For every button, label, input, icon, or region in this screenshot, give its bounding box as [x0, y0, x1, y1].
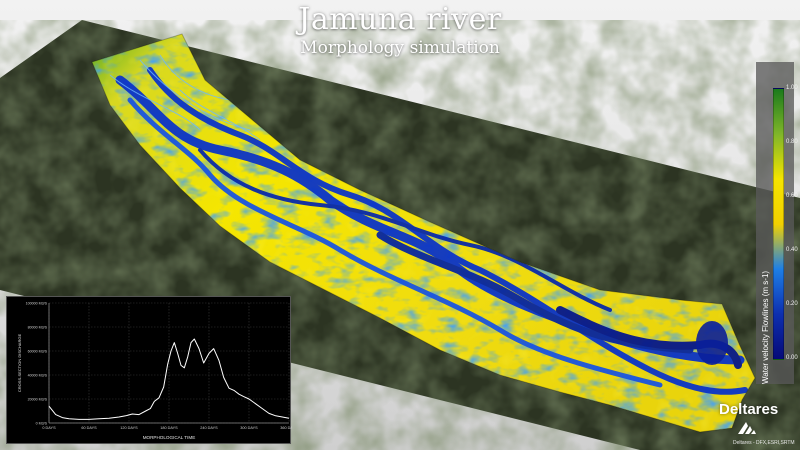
data-credit: Deltares - DFX,ESRI,SRTM — [733, 440, 795, 446]
chart-y-tick-label: 60000 M3/S — [28, 350, 48, 354]
legend-tick: 1.00 — [786, 85, 798, 91]
chart-x-tick-label: 120 DAYS — [120, 426, 138, 430]
page-subtitle: Morphology simulation — [300, 38, 500, 58]
chart-y-axis-label: CROSS-SECTION DISCHARGE — [17, 334, 22, 393]
chart-x-tick-label: 360 DAYS — [280, 426, 292, 430]
chart-y-tick-label: 20000 M3/S — [28, 398, 48, 402]
legend-tick: 0.60 — [786, 193, 798, 199]
chart-y-tick-label: 0 M3/S — [36, 422, 48, 426]
velocity-legend: 1.00 0.80 0.60 0.40 0.20 0.00 — [756, 62, 798, 384]
brand-logo-text: Deltares — [719, 401, 779, 418]
chart-x-tick-label: 0 DAYS — [42, 426, 56, 430]
legend-color-bar — [773, 88, 784, 360]
legend-axis-label: Water velocity Flowlines (m s-1) — [761, 270, 770, 384]
chart-series-line — [48, 338, 290, 420]
chart-y-tick-label: 100000 M3/S — [26, 302, 48, 306]
discharge-chart-panel: 0 M3/S 20000 M3/S 40000 M3/S 60000 M3/S 8000… — [6, 296, 292, 444]
deltares-logo-icon — [738, 422, 756, 434]
chart-x-axis-label: MORPHOLOGICAL TIME — [143, 435, 196, 440]
legend-tick: 0.40 — [786, 247, 798, 253]
chart-x-tick-label: 300 DAYS — [240, 426, 258, 430]
discharge-chart: 0 M3/S 20000 M3/S 40000 M3/S 60000 M3/S 8000… — [17, 302, 292, 441]
legend-tick: 0.20 — [786, 301, 798, 307]
legend-tick: 0.00 — [786, 355, 798, 361]
chart-x-tick-label: 240 DAYS — [200, 426, 218, 430]
chart-x-tick-label: 60 DAYS — [81, 426, 97, 430]
legend-tick: 0.80 — [786, 139, 798, 145]
chart-y-tick-label: 80000 M3/S — [28, 326, 48, 330]
page-title: Jamuna river — [298, 2, 502, 37]
chart-x-tick-label: 180 DAYS — [160, 426, 178, 430]
chart-y-tick-label: 40000 M3/S — [28, 374, 48, 378]
